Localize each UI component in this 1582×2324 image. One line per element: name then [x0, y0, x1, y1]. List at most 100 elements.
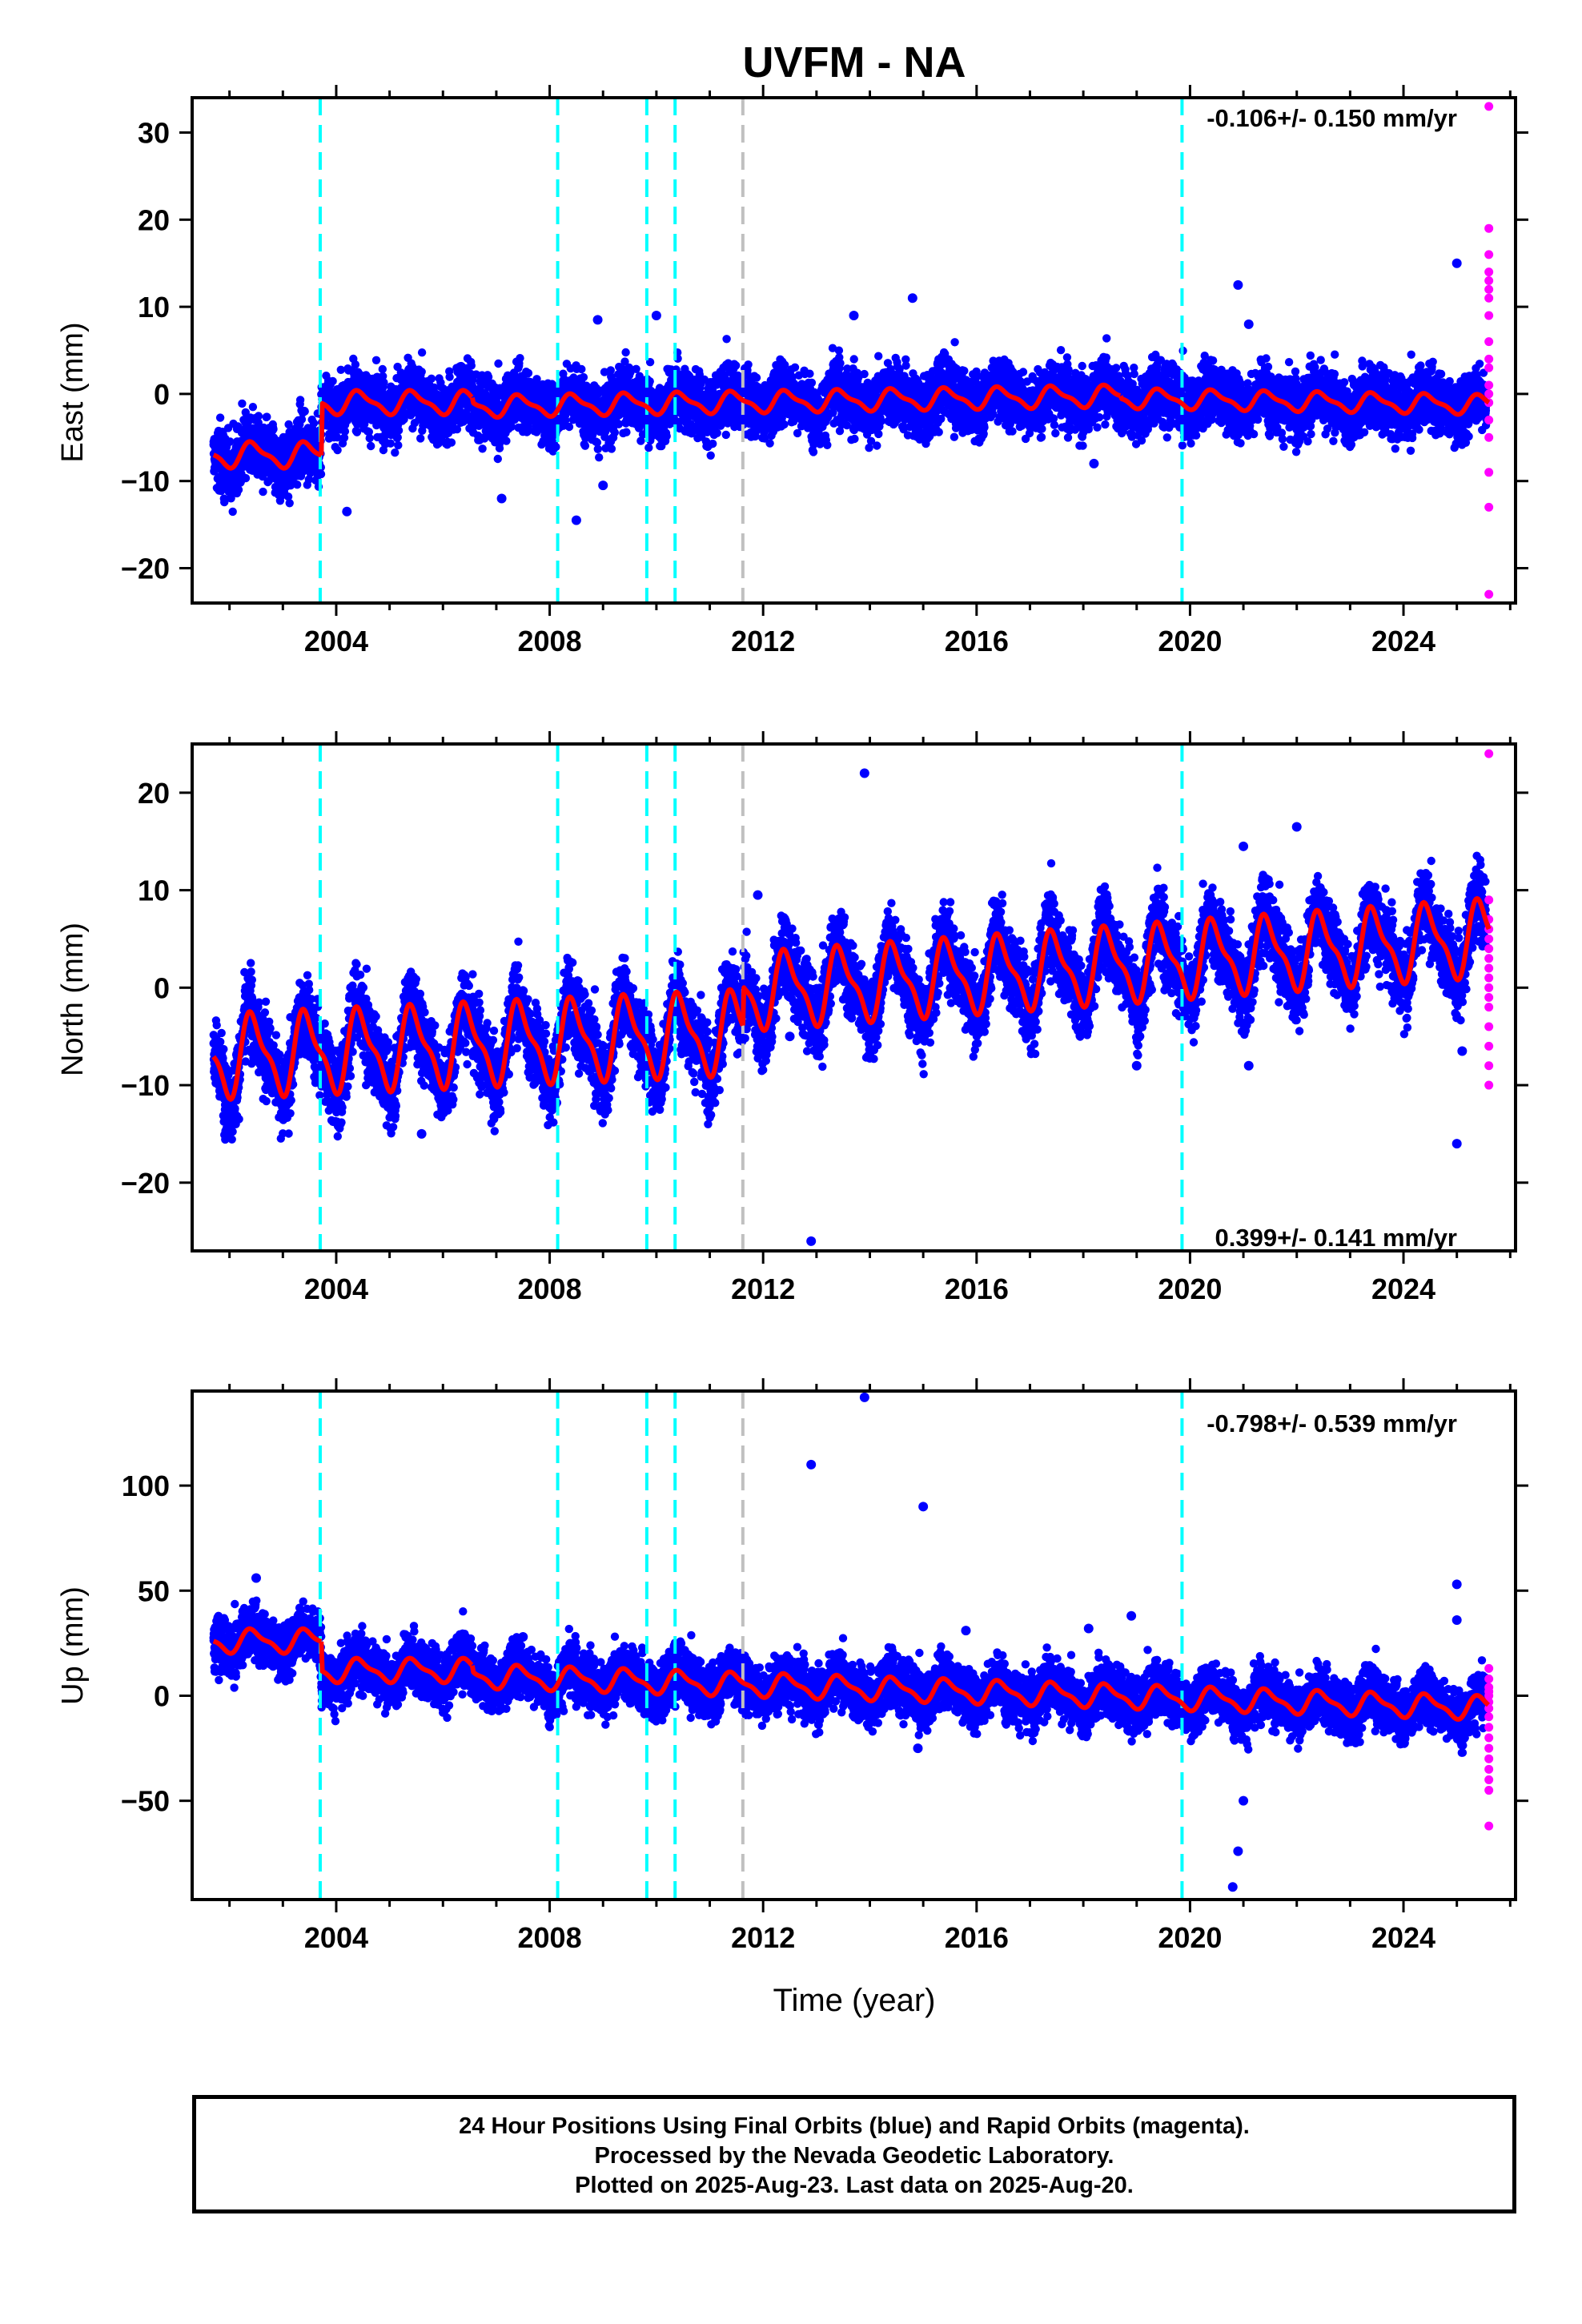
east-plot-area — [209, 98, 1494, 603]
east-data-point — [340, 427, 350, 436]
east-data-point — [610, 428, 619, 437]
east-data-point — [579, 372, 588, 382]
east-data-point — [874, 429, 883, 439]
east-data-point — [502, 436, 511, 445]
east-data-point — [532, 375, 541, 384]
east-data-point — [417, 368, 426, 376]
east-data-point — [351, 360, 360, 369]
east-data-point — [580, 441, 590, 450]
east-data-point — [394, 426, 404, 435]
east-data-point — [393, 433, 402, 442]
east-data-point — [614, 420, 624, 428]
east-data-point — [339, 433, 349, 442]
east-data-point — [744, 360, 753, 369]
east-data-point — [934, 428, 943, 436]
east-data-point — [378, 364, 387, 374]
east-data-point — [494, 359, 503, 368]
east-data-point — [447, 438, 456, 447]
east-data-point — [709, 439, 717, 448]
east-data-point — [297, 415, 307, 424]
east-data-point — [248, 403, 258, 412]
east-data-point — [860, 369, 869, 379]
east-data-point — [752, 373, 761, 382]
east-data-point — [507, 422, 516, 431]
east-data-point — [713, 428, 721, 437]
east-data-point — [873, 441, 881, 450]
east-data-point — [960, 366, 969, 376]
east-data-point — [452, 424, 462, 434]
east-panel: 2004 2008 2012 2016 2020 2024−20−100102030Eas… — [56, 85, 1528, 657]
east-data-point — [901, 361, 910, 370]
east-data-point — [588, 430, 597, 440]
east-data-point — [309, 419, 319, 428]
east-data-point — [283, 493, 293, 501]
east-data-point — [849, 355, 858, 364]
east-data-point — [234, 485, 243, 494]
east-data-point — [427, 374, 436, 383]
east-data-point — [620, 357, 629, 366]
east-data-point — [577, 364, 586, 374]
east-data-point — [220, 497, 229, 507]
east-data-point — [228, 507, 237, 517]
east-data-point — [285, 499, 294, 508]
east-data-point — [874, 352, 883, 360]
east-data-point — [391, 448, 400, 457]
east-data-point — [259, 469, 268, 478]
east-data-point — [780, 420, 789, 429]
east-data-point — [622, 428, 631, 436]
east-data-point — [732, 361, 741, 370]
east-data-point — [606, 366, 615, 375]
east-data-point — [293, 480, 302, 489]
east-data-point — [371, 356, 381, 364]
east-data-point — [595, 453, 604, 462]
east-data-point — [493, 454, 502, 464]
east-data-point — [706, 451, 715, 460]
east-data-point — [790, 363, 800, 372]
east-data-point — [259, 487, 267, 497]
east-data-point — [227, 494, 235, 503]
east-data-point — [662, 432, 671, 440]
east-data-point — [621, 348, 630, 357]
east-data-point — [386, 439, 395, 448]
east-data-point — [269, 424, 278, 434]
east-data-point — [950, 338, 959, 347]
east-data-point — [241, 473, 251, 483]
east-data-point — [367, 441, 375, 451]
east-data-point — [416, 434, 425, 443]
east-data-point — [379, 378, 388, 387]
east-final-orbit-points — [209, 258, 1491, 525]
east-data-point — [226, 437, 235, 446]
east-data-point — [430, 383, 439, 392]
east-data-point — [295, 396, 305, 404]
east-data-point — [850, 434, 859, 444]
east-data-point — [394, 440, 403, 450]
east-data-point — [478, 444, 487, 453]
east-data-point — [333, 445, 342, 455]
east-data-point — [328, 376, 337, 386]
east-data-point — [721, 430, 730, 440]
chart-title: UVFM - NA — [743, 38, 966, 86]
east-data-point — [379, 372, 387, 380]
east-data-point — [417, 348, 427, 357]
east-data-point — [823, 440, 832, 449]
east-data-point — [365, 434, 374, 443]
east-data-point — [445, 372, 454, 381]
east-data-point — [592, 438, 602, 447]
east-data-point — [644, 443, 653, 452]
east-data-point — [254, 412, 263, 420]
east-data-point — [600, 368, 609, 376]
east-data-point — [360, 420, 369, 428]
east-data-point — [364, 428, 373, 436]
east-data-point — [495, 444, 504, 452]
east-data-point — [836, 359, 845, 368]
east-data-point — [593, 444, 602, 453]
east-data-point — [300, 407, 309, 416]
east-data-point — [607, 444, 616, 453]
east-data-point — [333, 433, 342, 442]
east-data-point — [636, 436, 645, 445]
east-data-point — [352, 428, 362, 436]
east-data-point — [564, 422, 574, 432]
east-data-point — [638, 430, 648, 439]
east-data-point — [552, 442, 560, 452]
